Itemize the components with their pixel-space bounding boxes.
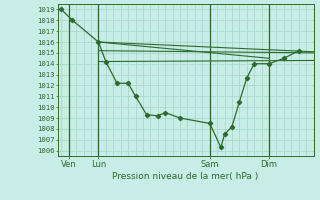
X-axis label: Pression niveau de la mer( hPa ): Pression niveau de la mer( hPa ) bbox=[112, 172, 259, 181]
